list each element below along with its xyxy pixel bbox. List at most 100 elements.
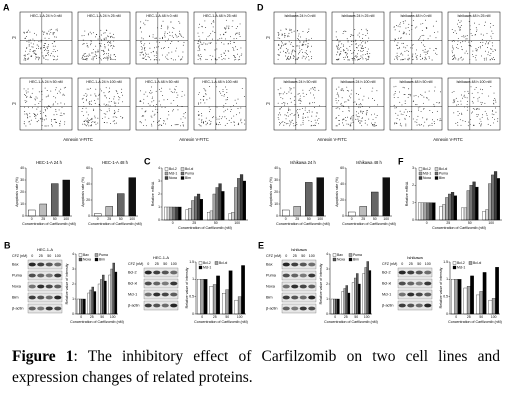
event-dot bbox=[83, 35, 85, 36]
event-dot bbox=[300, 100, 302, 102]
event-dot bbox=[466, 100, 468, 102]
event-dot bbox=[53, 95, 55, 97]
event-dot bbox=[286, 103, 288, 105]
event-dot bbox=[33, 40, 35, 42]
event-dot bbox=[294, 124, 296, 126]
event-dot bbox=[347, 56, 349, 58]
event-dot bbox=[94, 117, 96, 119]
event-dot bbox=[341, 97, 343, 99]
event-dot bbox=[355, 43, 357, 45]
event-dot bbox=[290, 92, 292, 94]
event-dot bbox=[292, 58, 294, 59]
event-dot bbox=[234, 46, 236, 48]
event-dot bbox=[463, 35, 465, 37]
event-dot bbox=[199, 40, 201, 42]
flow-y-label: PI bbox=[266, 35, 270, 40]
event-dot bbox=[414, 121, 416, 123]
event-dot bbox=[314, 124, 316, 126]
event-dot bbox=[396, 118, 398, 120]
bar bbox=[485, 209, 489, 221]
event-dot bbox=[355, 118, 357, 120]
event-dot bbox=[33, 32, 35, 34]
y-axis-label: Relative value of intensity bbox=[185, 267, 189, 308]
event-dot bbox=[288, 107, 290, 109]
event-dot bbox=[279, 37, 281, 39]
event-dot bbox=[471, 92, 473, 94]
event-dot bbox=[395, 56, 397, 57]
event-dot bbox=[427, 38, 429, 40]
blot-band bbox=[291, 262, 299, 267]
event-dot bbox=[214, 49, 216, 51]
event-dot bbox=[294, 51, 296, 53]
event-dot bbox=[285, 48, 287, 49]
bar bbox=[79, 298, 82, 315]
event-dot bbox=[470, 45, 472, 47]
event-dot bbox=[90, 94, 92, 96]
blot-band bbox=[37, 273, 45, 278]
event-dot bbox=[104, 116, 106, 118]
event-dot bbox=[405, 108, 407, 110]
event-dot bbox=[219, 34, 221, 36]
event-dot bbox=[396, 57, 398, 59]
legend-swatch bbox=[198, 261, 203, 265]
event-dot bbox=[468, 92, 470, 94]
event-dot bbox=[364, 53, 366, 55]
event-dot bbox=[164, 40, 166, 42]
event-dot bbox=[346, 38, 348, 40]
event-dot bbox=[236, 114, 237, 116]
event-dot bbox=[31, 55, 33, 57]
event-dot bbox=[367, 110, 368, 111]
event-dot bbox=[86, 94, 88, 96]
event-dot bbox=[343, 50, 345, 52]
event-dot bbox=[347, 49, 349, 51]
event-dot bbox=[23, 121, 25, 123]
event-dot bbox=[46, 50, 48, 52]
x-tick-label: 25 bbox=[41, 217, 45, 221]
bar bbox=[221, 191, 225, 221]
event-dot bbox=[106, 56, 108, 58]
event-dot bbox=[461, 48, 463, 50]
event-dot bbox=[56, 28, 58, 30]
event-dot bbox=[338, 120, 340, 122]
event-dot bbox=[47, 96, 49, 97]
event-dot bbox=[45, 40, 47, 41]
event-dot bbox=[296, 110, 298, 112]
event-dot bbox=[170, 21, 172, 23]
event-dot bbox=[477, 100, 479, 102]
event-dot bbox=[147, 20, 149, 22]
event-dot bbox=[455, 58, 457, 60]
event-dot bbox=[100, 29, 102, 31]
event-dot bbox=[35, 114, 37, 116]
event-dot bbox=[167, 99, 169, 100]
event-dot bbox=[33, 43, 35, 45]
event-dot bbox=[228, 57, 230, 59]
x-tick-label: 0 bbox=[334, 315, 336, 319]
event-dot bbox=[157, 27, 158, 29]
event-dot bbox=[477, 108, 479, 110]
bar bbox=[417, 202, 422, 221]
event-dot bbox=[182, 124, 184, 126]
event-dot bbox=[288, 32, 290, 34]
event-dot bbox=[112, 47, 114, 49]
event-dot bbox=[464, 52, 466, 54]
event-dot bbox=[434, 86, 436, 88]
event-dot bbox=[487, 54, 489, 56]
event-dot bbox=[88, 120, 90, 121]
event-dot bbox=[285, 115, 287, 117]
event-dot bbox=[293, 46, 295, 48]
event-dot bbox=[184, 117, 186, 119]
event-dot bbox=[307, 47, 308, 48]
blot-band bbox=[308, 306, 316, 311]
event-dot bbox=[435, 52, 437, 54]
event-dot bbox=[355, 114, 357, 116]
y-tick-label: 40 bbox=[274, 166, 278, 170]
flow-plot-label: HEC-1-A 48 h 0 nM bbox=[146, 14, 177, 18]
event-dot bbox=[397, 97, 399, 98]
event-dot bbox=[302, 92, 304, 94]
event-dot bbox=[99, 88, 101, 90]
event-dot bbox=[471, 40, 473, 42]
event-dot bbox=[338, 86, 340, 88]
event-dot bbox=[407, 96, 409, 98]
event-dot bbox=[492, 50, 494, 52]
